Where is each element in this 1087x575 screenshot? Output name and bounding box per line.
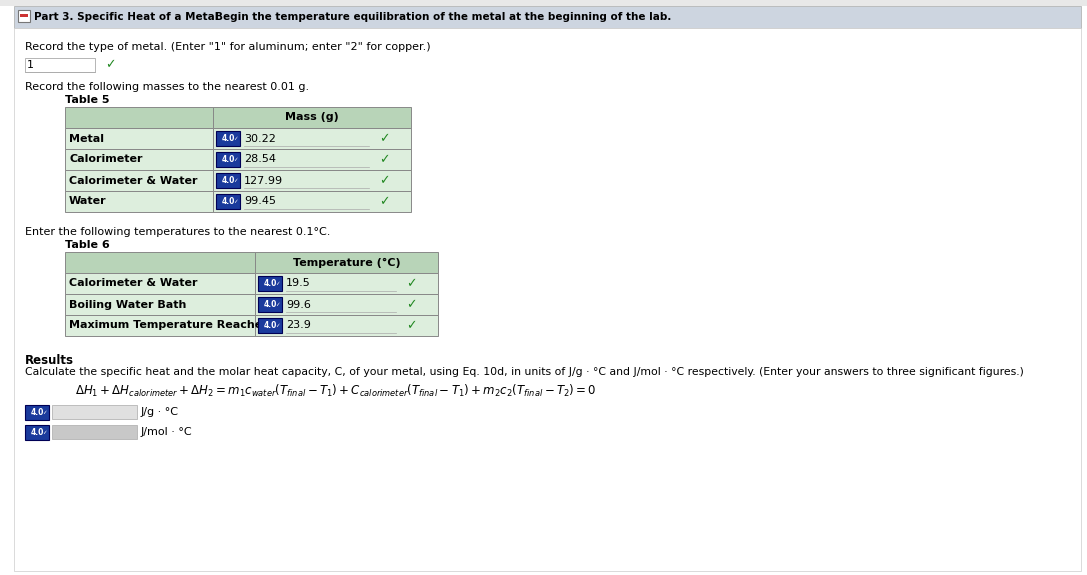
- Bar: [25, 405, 49, 420]
- Text: ✓: ✓: [234, 136, 238, 141]
- Text: 23.9: 23.9: [286, 320, 311, 331]
- Text: 28.54: 28.54: [243, 155, 276, 164]
- Text: 99.45: 99.45: [243, 197, 276, 206]
- Bar: [14, 6, 1080, 28]
- Bar: [216, 173, 240, 188]
- Text: ✓: ✓: [407, 298, 416, 311]
- Text: ✓: ✓: [234, 178, 238, 183]
- Bar: [216, 131, 240, 146]
- Bar: [20, 14, 28, 17]
- Text: Results: Results: [25, 354, 74, 367]
- Text: 4.0: 4.0: [222, 197, 235, 206]
- Bar: [255, 273, 438, 294]
- Text: 19.5: 19.5: [286, 278, 311, 289]
- Bar: [213, 191, 411, 212]
- Bar: [216, 194, 240, 209]
- Bar: [255, 315, 438, 336]
- Text: $\Delta H_1 + \Delta H_{calorimeter} + \Delta H_2 = m_1 c_{water}(T_{final} - T_: $\Delta H_1 + \Delta H_{calorimeter} + \…: [75, 383, 597, 399]
- Bar: [65, 315, 255, 336]
- Bar: [25, 425, 49, 440]
- Bar: [65, 191, 213, 212]
- Bar: [52, 425, 137, 439]
- Bar: [65, 294, 255, 315]
- Bar: [52, 405, 137, 419]
- Bar: [65, 170, 213, 191]
- Bar: [213, 107, 411, 128]
- Bar: [255, 294, 438, 315]
- Text: ✓: ✓: [275, 302, 280, 307]
- Text: Maximum Temperature Reached: Maximum Temperature Reached: [68, 320, 271, 331]
- Text: ✓: ✓: [379, 132, 389, 145]
- Bar: [65, 149, 213, 170]
- Text: Water: Water: [68, 197, 107, 206]
- Text: 1: 1: [27, 60, 34, 70]
- Bar: [65, 107, 213, 128]
- Text: Mass (g): Mass (g): [285, 113, 339, 122]
- Bar: [213, 149, 411, 170]
- Text: Record the following masses to the nearest 0.01 g.: Record the following masses to the neare…: [25, 82, 309, 92]
- Bar: [65, 252, 255, 273]
- Text: Enter the following temperatures to the nearest 0.1°C.: Enter the following temperatures to the …: [25, 227, 330, 237]
- Text: Calculate the specific heat and the molar heat capacity, C, of your metal, using: Calculate the specific heat and the mola…: [25, 367, 1024, 377]
- Text: Metal: Metal: [68, 133, 104, 144]
- Text: J/g · °C: J/g · °C: [141, 407, 179, 417]
- Bar: [258, 318, 282, 333]
- Text: 4.0: 4.0: [222, 134, 235, 143]
- Bar: [25, 58, 95, 72]
- Text: 127.99: 127.99: [243, 175, 283, 186]
- Text: Calorimeter: Calorimeter: [68, 155, 142, 164]
- Bar: [18, 10, 30, 22]
- Text: ✓: ✓: [234, 157, 238, 162]
- Text: 4.0: 4.0: [263, 279, 277, 288]
- Text: 4.0: 4.0: [263, 321, 277, 330]
- Bar: [216, 152, 240, 167]
- Text: 4.0: 4.0: [263, 300, 277, 309]
- Text: Begin the temperature equilibration of the metal at the beginning of the lab.: Begin the temperature equilibration of t…: [215, 12, 672, 22]
- Text: ✓: ✓: [105, 59, 115, 71]
- Text: ✓: ✓: [379, 153, 389, 166]
- Text: 4.0: 4.0: [222, 176, 235, 185]
- Bar: [258, 297, 282, 312]
- Text: Part 3. Specific Heat of a Metal: Part 3. Specific Heat of a Metal: [34, 12, 218, 22]
- Text: Temperature (°C): Temperature (°C): [292, 258, 400, 267]
- Text: ✓: ✓: [379, 174, 389, 187]
- Text: Table 5: Table 5: [65, 95, 110, 105]
- Text: Boiling Water Bath: Boiling Water Bath: [68, 300, 186, 309]
- Text: Record the type of metal. (Enter "1" for aluminum; enter "2" for copper.): Record the type of metal. (Enter "1" for…: [25, 42, 430, 52]
- Bar: [213, 128, 411, 149]
- Text: 4.0: 4.0: [30, 408, 43, 417]
- Bar: [213, 170, 411, 191]
- Text: ✓: ✓: [275, 281, 280, 286]
- Bar: [255, 252, 438, 273]
- Text: 30.22: 30.22: [243, 133, 276, 144]
- Text: ✓: ✓: [42, 410, 47, 415]
- Text: ✓: ✓: [42, 430, 47, 435]
- Text: J/mol · °C: J/mol · °C: [141, 427, 192, 437]
- Bar: [0, 0, 1087, 6]
- Text: 4.0: 4.0: [222, 155, 235, 164]
- Bar: [65, 273, 255, 294]
- Text: Calorimeter & Water: Calorimeter & Water: [68, 278, 198, 289]
- Bar: [65, 128, 213, 149]
- Bar: [258, 276, 282, 291]
- Text: ✓: ✓: [234, 199, 238, 204]
- Text: Calorimeter & Water: Calorimeter & Water: [68, 175, 198, 186]
- Text: ✓: ✓: [407, 277, 416, 290]
- Text: 99.6: 99.6: [286, 300, 311, 309]
- Text: ✓: ✓: [379, 195, 389, 208]
- Text: ✓: ✓: [275, 323, 280, 328]
- Text: Table 6: Table 6: [65, 240, 110, 250]
- Text: 4.0: 4.0: [30, 428, 43, 437]
- Text: ✓: ✓: [407, 319, 416, 332]
